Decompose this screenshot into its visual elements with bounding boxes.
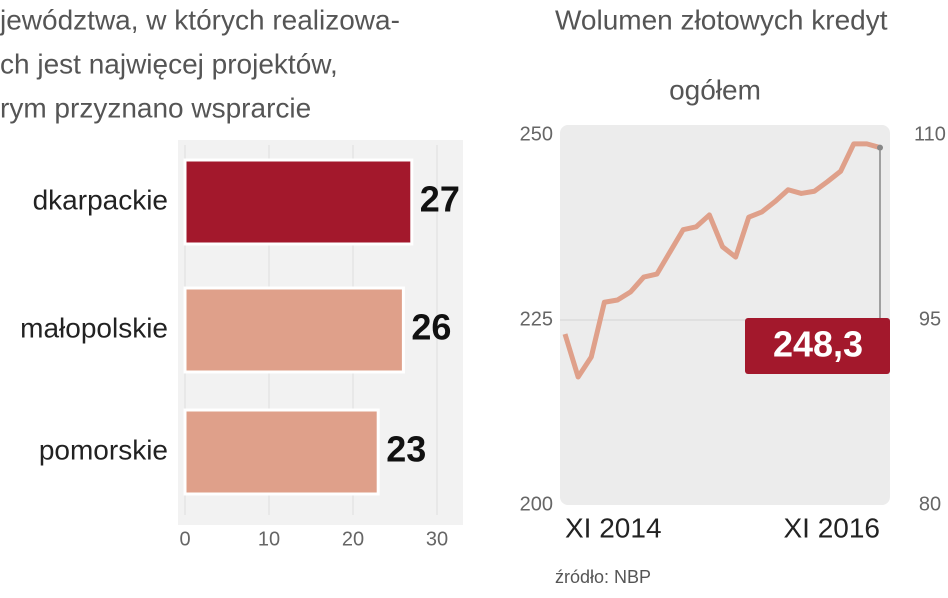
x-tick-label: 0 xyxy=(179,528,190,550)
value-label-box xyxy=(745,318,890,374)
y-tick-label: 250 xyxy=(520,123,553,145)
value-label: 248,3 xyxy=(773,324,863,365)
value-label: 26 xyxy=(411,307,451,348)
value-label: 23 xyxy=(386,429,426,470)
chart-title: jewództwa, w których realizowa- xyxy=(0,4,400,35)
chart-title: Wolumen złotowych kredyt xyxy=(555,4,888,35)
bar xyxy=(183,408,380,496)
category-label: dkarpackie xyxy=(33,184,168,215)
chart-title: rym przyznano wsprarcie xyxy=(0,92,311,123)
y-tick-label: 200 xyxy=(520,493,553,515)
end-point xyxy=(877,144,883,151)
bar xyxy=(183,158,414,246)
x-tick-label: XI 2014 xyxy=(565,512,662,543)
chart-title: ch jest najwięcej projektów, xyxy=(0,48,338,79)
category-label: pomorskie xyxy=(39,434,168,465)
y2-tick-label: 110 xyxy=(914,123,946,145)
category-label: małopolskie xyxy=(20,312,168,343)
chart-subtitle: ogółem xyxy=(669,74,761,105)
y-tick-label: 225 xyxy=(520,308,553,330)
x-tick-label: 20 xyxy=(342,528,364,550)
line-panel xyxy=(560,125,890,505)
source: źródło: NBP xyxy=(555,567,651,587)
value-label: 27 xyxy=(420,179,460,220)
bar xyxy=(183,286,405,374)
x-tick-label: 30 xyxy=(426,528,448,550)
y2-tick-label: 80 xyxy=(919,493,941,515)
x-tick-label: XI 2016 xyxy=(783,512,880,543)
y2-tick-label: 95 xyxy=(919,308,941,330)
line-series xyxy=(562,141,881,380)
x-tick-label: 10 xyxy=(258,528,280,550)
